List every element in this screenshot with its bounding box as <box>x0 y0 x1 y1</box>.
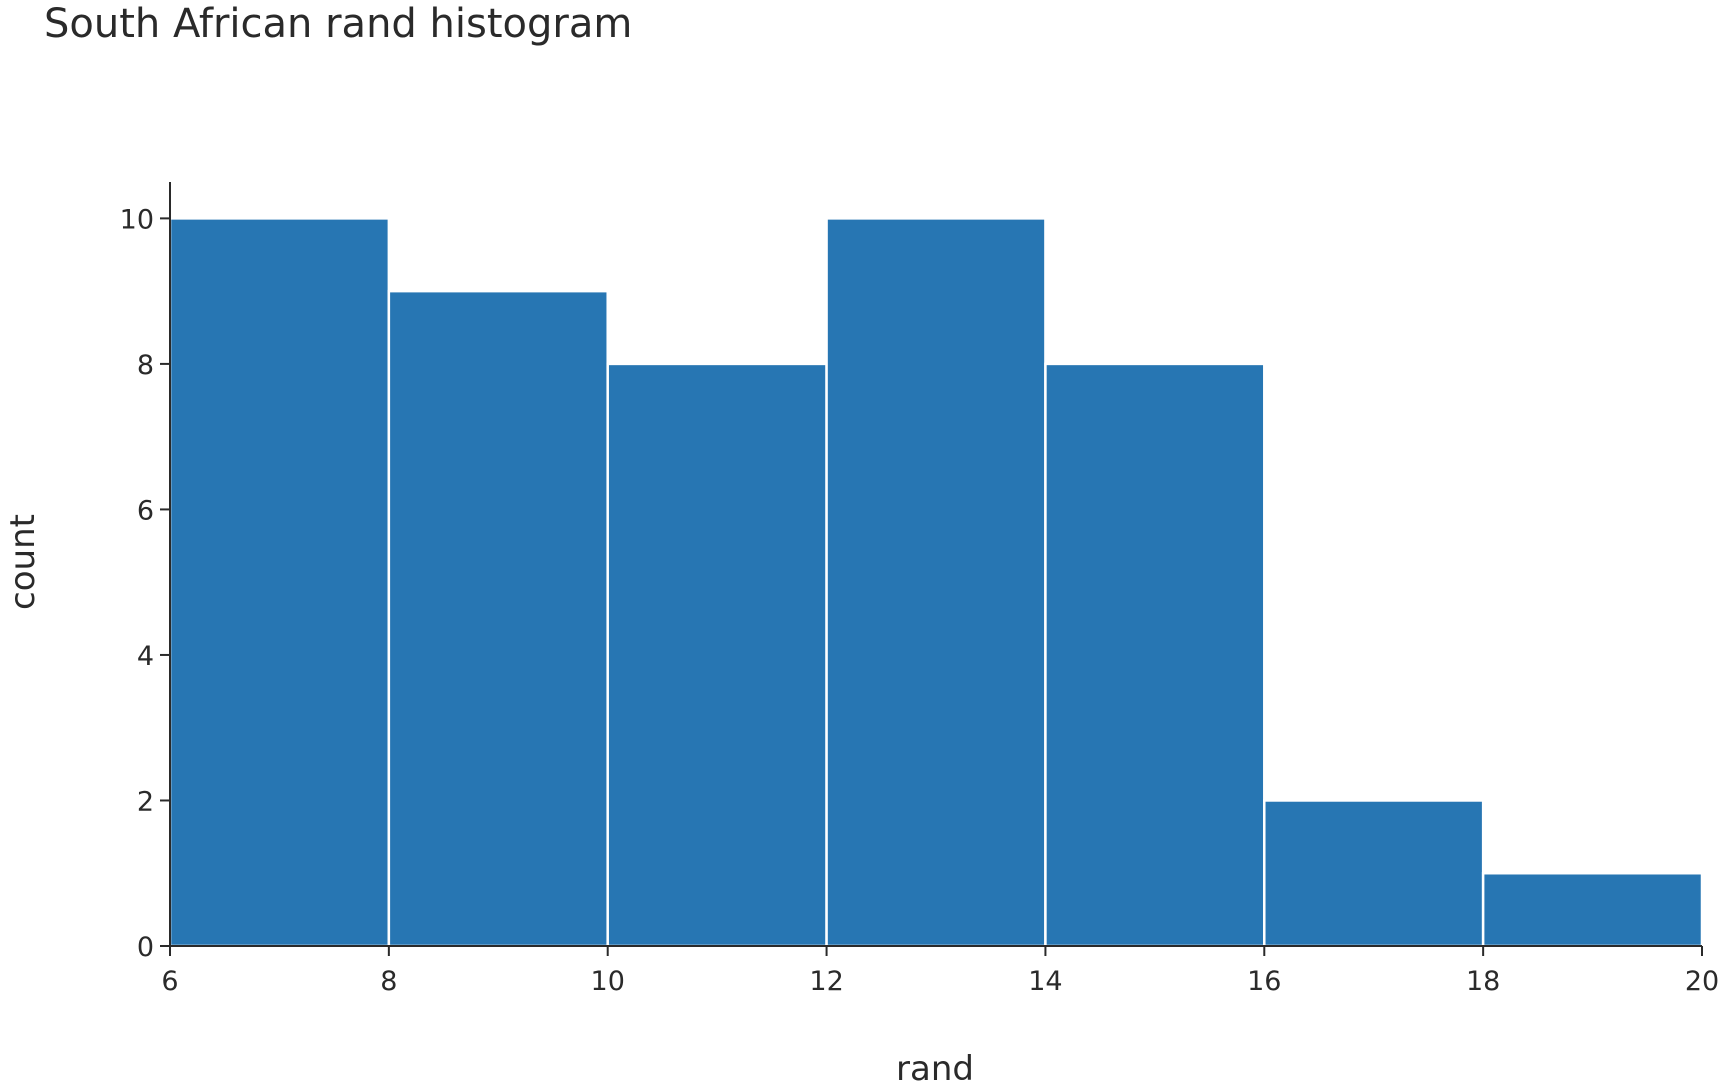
y-tick-label: 4 <box>137 641 154 672</box>
y-tick-label: 10 <box>120 204 154 235</box>
histogram-bar-4 <box>825 217 1047 948</box>
x-tick-label: 8 <box>380 966 397 997</box>
x-axis-label: rand <box>896 1049 974 1085</box>
x-tick-label: 18 <box>1466 966 1500 997</box>
x-axis: 6 8 10 12 14 16 18 20 <box>161 945 1719 997</box>
x-tick-label: 12 <box>809 966 843 997</box>
y-tick-label: 2 <box>137 786 154 817</box>
histogram-bar-2 <box>387 289 609 948</box>
y-tick-label: 8 <box>137 350 154 381</box>
y-axis: 0 2 4 6 8 10 <box>120 182 171 963</box>
x-tick-label: 14 <box>1028 966 1062 997</box>
x-tick-label: 16 <box>1247 966 1281 997</box>
y-tick-label: 6 <box>137 495 154 526</box>
x-tick-label: 20 <box>1685 966 1719 997</box>
x-tick-label: 6 <box>161 966 178 997</box>
bars-group <box>168 217 1704 948</box>
histogram-bar-5 <box>1044 362 1266 948</box>
x-tick-label: 10 <box>591 966 625 997</box>
y-axis-label: count <box>3 514 43 610</box>
chart-title: South African rand histogram <box>44 1 632 47</box>
histogram-bar-7 <box>1481 871 1704 948</box>
y-tick-label: 0 <box>137 932 154 963</box>
histogram-bar-6 <box>1263 799 1485 948</box>
histogram-bar-1 <box>168 217 391 948</box>
histogram-bar-3 <box>606 362 828 948</box>
